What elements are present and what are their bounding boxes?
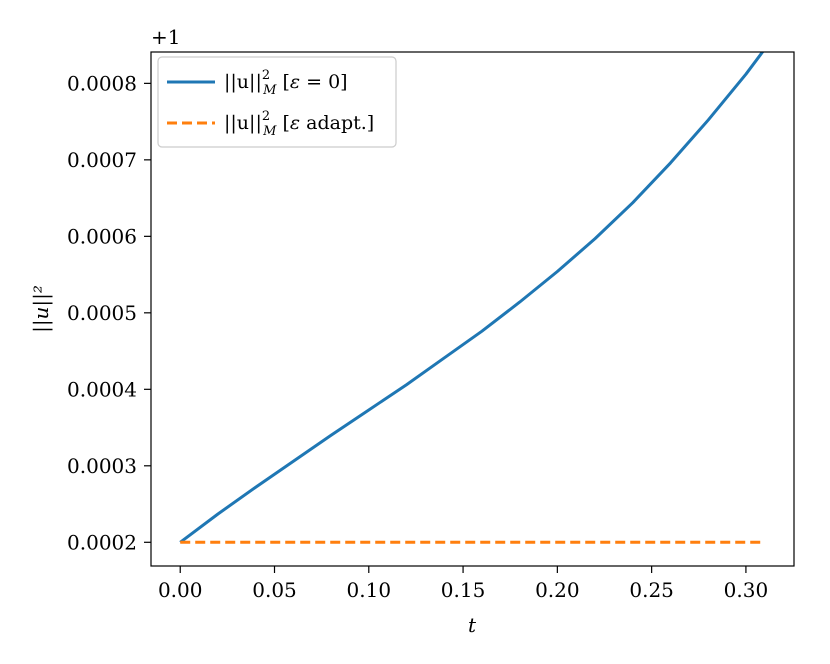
x-tick-label: 0.10 bbox=[347, 578, 392, 602]
y-tick-label: 0.0005 bbox=[67, 301, 137, 325]
series-line-epsilon-zero bbox=[179, 52, 765, 544]
legend-norm: ||u|| bbox=[224, 71, 262, 93]
legend-norm: ||u|| bbox=[224, 112, 262, 134]
x-axis-label: t bbox=[468, 613, 477, 637]
x-tick-label: 0.25 bbox=[629, 578, 674, 602]
y-tick-label: 0.0003 bbox=[67, 454, 137, 478]
y-axis-label: ||u||² bbox=[29, 285, 54, 333]
legend-box bbox=[157, 56, 397, 148]
legend-rest: adapt.] bbox=[300, 112, 374, 134]
legend-sub: M bbox=[262, 83, 277, 98]
y-tick-label: 0.0006 bbox=[67, 224, 137, 248]
legend: ||u||2 M [ε = 0] ||u||2 M [ε adapt.] bbox=[157, 56, 397, 148]
y-tick-label: 0.0002 bbox=[67, 530, 137, 554]
legend-bracket: [ bbox=[276, 71, 289, 93]
legend-label-epsilon-zero: ||u||2 M [ε = 0] bbox=[224, 68, 348, 98]
legend-epsilon: ε bbox=[290, 112, 300, 134]
x-axis-ticks: 0.00 0.05 0.10 0.15 0.20 0.25 0.30 bbox=[158, 566, 768, 602]
plot-frame bbox=[150, 51, 795, 567]
y-tick-label: 0.0004 bbox=[67, 377, 137, 401]
y-tick-label: 0.0007 bbox=[67, 148, 137, 172]
legend-bracket: [ bbox=[276, 112, 289, 134]
y-tick-label: 0.0008 bbox=[67, 71, 137, 95]
legend-rest: = 0] bbox=[300, 71, 348, 93]
legend-sup: 2 bbox=[262, 109, 270, 124]
y-axis-ticks: 0.0002 0.0003 0.0004 0.0005 0.0006 0.0007 0.00… bbox=[67, 71, 151, 554]
legend-epsilon: ε bbox=[290, 71, 300, 93]
x-tick-label: 0.05 bbox=[252, 578, 297, 602]
x-tick-label: 0.00 bbox=[158, 578, 203, 602]
y-offset-label: +1 bbox=[151, 25, 180, 49]
legend-sub: M bbox=[262, 124, 277, 139]
x-tick-label: 0.30 bbox=[724, 578, 769, 602]
legend-label-epsilon-adapt: ||u||2 M [ε adapt.] bbox=[224, 109, 374, 139]
series-layer bbox=[179, 52, 765, 544]
x-tick-label: 0.20 bbox=[535, 578, 580, 602]
x-tick-label: 0.15 bbox=[441, 578, 486, 602]
legend-sup: 2 bbox=[262, 68, 270, 83]
